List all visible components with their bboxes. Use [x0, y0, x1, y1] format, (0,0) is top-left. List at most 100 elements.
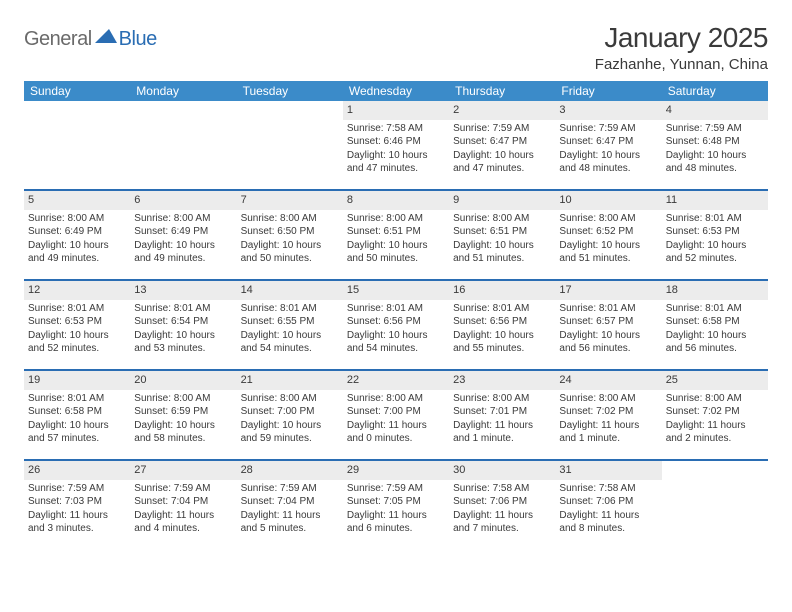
weekday-thursday: Thursday	[449, 81, 555, 101]
calendar-day: 14Sunrise: 8:01 AMSunset: 6:55 PMDayligh…	[237, 281, 343, 369]
sunset-line: Sunset: 6:55 PM	[241, 315, 339, 329]
calendar-day: 25 Sunrise: 8:00 AMSunset: 7:02 PMDayligh…	[662, 371, 768, 459]
calendar-day: 11Sunrise: 8:01 AMSunset: 6:53 PMDayligh…	[662, 191, 768, 279]
sunrise-line: Sunrise: 8:00 AM	[241, 212, 339, 226]
calendar-page: General Blue January 2025 Fazhanhe, Yunn…	[0, 0, 792, 549]
sunrise-line: Sunrise: 8:00 AM	[241, 392, 339, 406]
daylight-line: Daylight: 10 hours and 49 minutes.	[134, 239, 232, 266]
sunset-line: Sunset: 6:54 PM	[134, 315, 232, 329]
daylight-line: Daylight: 10 hours and 54 minutes.	[347, 329, 445, 356]
calendar-day: 29Sunrise: 7:59 AMSunset: 7:05 PMDayligh…	[343, 461, 449, 549]
header: General Blue January 2025 Fazhanhe, Yunn…	[24, 22, 768, 73]
calendar-day: 12Sunrise: 8:01 AMSunset: 6:53 PMDayligh…	[24, 281, 130, 369]
day-number: 15	[343, 281, 449, 300]
daylight-line: Daylight: 10 hours and 51 minutes.	[559, 239, 657, 266]
weekday-monday: Monday	[130, 81, 236, 101]
day-number: 27	[130, 461, 236, 480]
calendar-day: 16Sunrise: 8:01 AMSunset: 6:56 PMDayligh…	[449, 281, 555, 369]
logo-triangle-icon	[95, 29, 117, 43]
sunset-line: Sunset: 6:57 PM	[559, 315, 657, 329]
sunset-line: Sunset: 7:06 PM	[453, 495, 551, 509]
daylight-line: Daylight: 10 hours and 50 minutes.	[241, 239, 339, 266]
calendar-day	[662, 461, 768, 549]
day-number: 10	[555, 191, 661, 210]
sunset-line: Sunset: 6:49 PM	[28, 225, 126, 239]
calendar-day: 3Sunrise: 7:59 AMSunset: 6:47 PMDaylight…	[555, 101, 661, 189]
sunrise-line: Sunrise: 8:01 AM	[28, 392, 126, 406]
weekday-sunday: Sunday	[24, 81, 130, 101]
daylight-line: Daylight: 11 hours and 2 minutes.	[666, 419, 764, 446]
calendar-week: 5Sunrise: 8:00 AMSunset: 6:49 PMDaylight…	[24, 189, 768, 279]
calendar-day: 22Sunrise: 8:00 AMSunset: 7:00 PMDayligh…	[343, 371, 449, 459]
sunrise-line: Sunrise: 7:59 AM	[134, 482, 232, 496]
sunrise-line: Sunrise: 8:00 AM	[666, 392, 764, 406]
daylight-line: Daylight: 10 hours and 56 minutes.	[666, 329, 764, 356]
daylight-line: Daylight: 10 hours and 48 minutes.	[666, 149, 764, 176]
daylight-line: Daylight: 11 hours and 1 minute.	[559, 419, 657, 446]
sunrise-line: Sunrise: 7:59 AM	[666, 122, 764, 136]
day-number: 8	[343, 191, 449, 210]
weekday-header: Sunday Monday Tuesday Wednesday Thursday…	[24, 81, 768, 101]
calendar-day: 26Sunrise: 7:59 AMSunset: 7:03 PMDayligh…	[24, 461, 130, 549]
sunset-line: Sunset: 6:53 PM	[28, 315, 126, 329]
calendar-day: 31Sunrise: 7:58 AMSunset: 7:06 PMDayligh…	[555, 461, 661, 549]
calendar-day: 13Sunrise: 8:01 AMSunset: 6:54 PMDayligh…	[130, 281, 236, 369]
calendar-day: 28Sunrise: 7:59 AMSunset: 7:04 PMDayligh…	[237, 461, 343, 549]
day-number: 21	[237, 371, 343, 390]
sunset-line: Sunset: 7:00 PM	[347, 405, 445, 419]
sunrise-line: Sunrise: 8:00 AM	[134, 392, 232, 406]
calendar-day: 8Sunrise: 8:00 AMSunset: 6:51 PMDaylight…	[343, 191, 449, 279]
daylight-line: Daylight: 10 hours and 48 minutes.	[559, 149, 657, 176]
calendar-day: 1Sunrise: 7:58 AMSunset: 6:46 PMDaylight…	[343, 101, 449, 189]
sunset-line: Sunset: 7:01 PM	[453, 405, 551, 419]
sunrise-line: Sunrise: 8:01 AM	[241, 302, 339, 316]
sunrise-line: Sunrise: 8:00 AM	[347, 212, 445, 226]
sunset-line: Sunset: 7:02 PM	[666, 405, 764, 419]
daylight-line: Daylight: 10 hours and 49 minutes.	[28, 239, 126, 266]
daylight-line: Daylight: 11 hours and 7 minutes.	[453, 509, 551, 536]
calendar-day: 10Sunrise: 8:00 AMSunset: 6:52 PMDayligh…	[555, 191, 661, 279]
day-number: 11	[662, 191, 768, 210]
sunset-line: Sunset: 6:47 PM	[453, 135, 551, 149]
logo-text-blue: Blue	[119, 28, 157, 51]
calendar-day: 30 Sunrise: 7:58 AMSunset: 7:06 PMDayligh…	[449, 461, 555, 549]
sunset-line: Sunset: 6:56 PM	[347, 315, 445, 329]
daylight-line: Daylight: 11 hours and 1 minute.	[453, 419, 551, 446]
sunrise-line: Sunrise: 8:00 AM	[134, 212, 232, 226]
day-number: 26	[24, 461, 130, 480]
calendar-day: 21Sunrise: 8:00 AMSunset: 7:00 PMDayligh…	[237, 371, 343, 459]
day-number: 25	[662, 371, 768, 390]
sunrise-line: Sunrise: 7:58 AM	[453, 482, 551, 496]
daylight-line: Daylight: 10 hours and 51 minutes.	[453, 239, 551, 266]
sunset-line: Sunset: 7:03 PM	[28, 495, 126, 509]
day-number: 30	[449, 461, 555, 480]
sunrise-line: Sunrise: 7:59 AM	[453, 122, 551, 136]
day-number: 23	[449, 371, 555, 390]
sunrise-line: Sunrise: 7:59 AM	[347, 482, 445, 496]
sunset-line: Sunset: 7:04 PM	[241, 495, 339, 509]
sunset-line: Sunset: 6:53 PM	[666, 225, 764, 239]
calendar-day: 15Sunrise: 8:01 AMSunset: 6:56 PMDayligh…	[343, 281, 449, 369]
sunset-line: Sunset: 7:06 PM	[559, 495, 657, 509]
sunrise-line: Sunrise: 8:01 AM	[28, 302, 126, 316]
title-block: January 2025 Fazhanhe, Yunnan, China	[595, 22, 768, 73]
sunrise-line: Sunrise: 8:00 AM	[453, 212, 551, 226]
day-number: 19	[24, 371, 130, 390]
sunset-line: Sunset: 6:51 PM	[347, 225, 445, 239]
sunset-line: Sunset: 6:52 PM	[559, 225, 657, 239]
sunrise-line: Sunrise: 7:59 AM	[559, 122, 657, 136]
calendar-day: 18Sunrise: 8:01 AMSunset: 6:58 PMDayligh…	[662, 281, 768, 369]
daylight-line: Daylight: 10 hours and 58 minutes.	[134, 419, 232, 446]
weeks-container: 1Sunrise: 7:58 AMSunset: 6:46 PMDaylight…	[24, 101, 768, 549]
calendar-day	[130, 101, 236, 189]
day-number: 16	[449, 281, 555, 300]
daylight-line: Daylight: 10 hours and 55 minutes.	[453, 329, 551, 356]
sunset-line: Sunset: 6:56 PM	[453, 315, 551, 329]
sunset-line: Sunset: 7:00 PM	[241, 405, 339, 419]
sunset-line: Sunset: 6:48 PM	[666, 135, 764, 149]
sunset-line: Sunset: 6:58 PM	[666, 315, 764, 329]
sunset-line: Sunset: 7:05 PM	[347, 495, 445, 509]
sunset-line: Sunset: 7:04 PM	[134, 495, 232, 509]
daylight-line: Daylight: 10 hours and 53 minutes.	[134, 329, 232, 356]
calendar-week: 19Sunrise: 8:01 AMSunset: 6:58 PMDayligh…	[24, 369, 768, 459]
